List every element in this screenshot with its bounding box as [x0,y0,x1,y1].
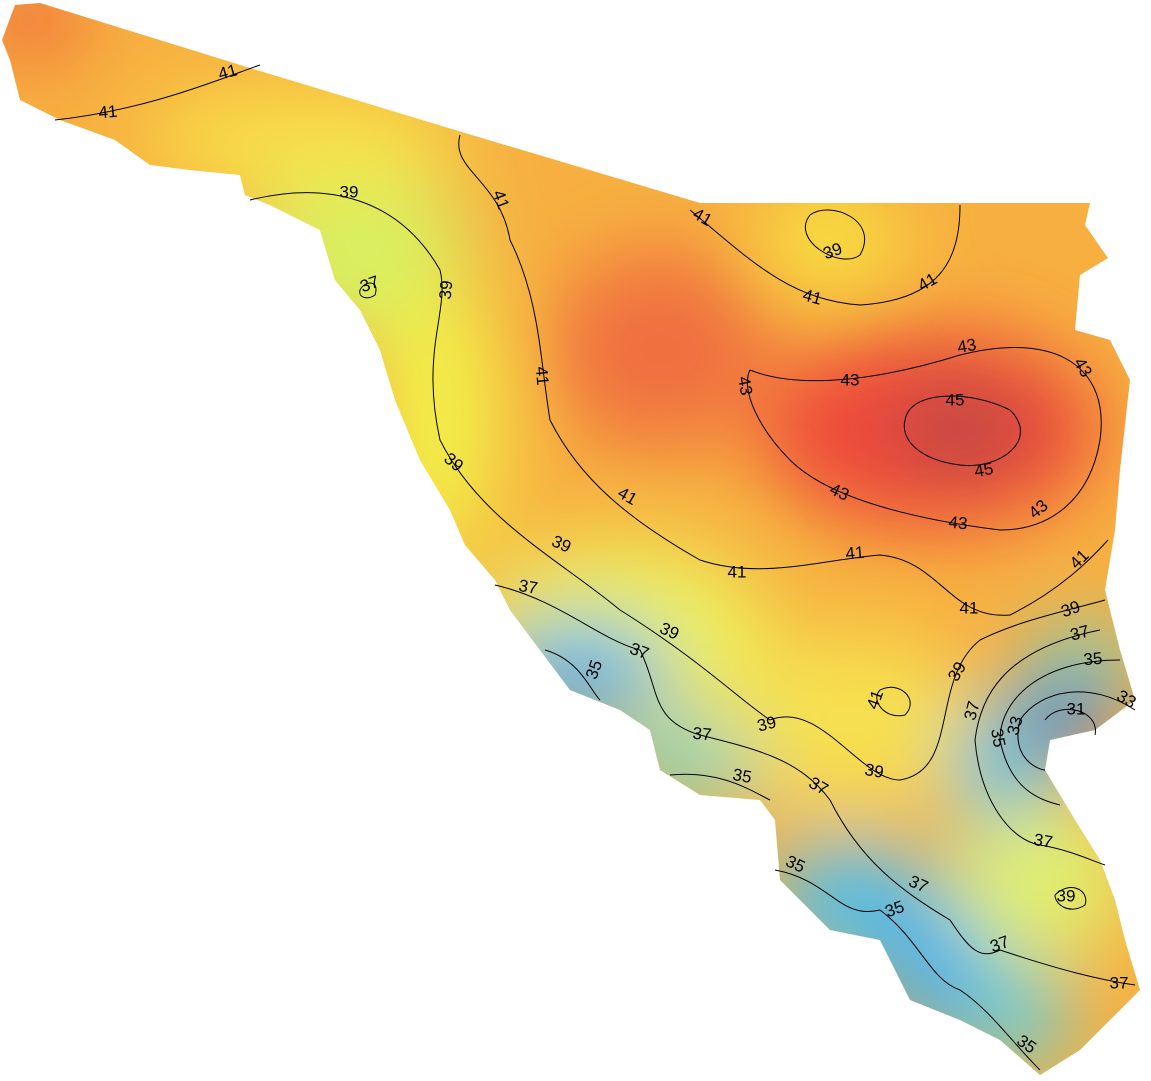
contour-label: 39 [863,760,885,782]
contour-label: 43 [841,370,860,389]
contour-label: 37 [517,576,539,598]
contour-label: 45 [946,390,965,409]
contour-label: 43 [956,335,978,357]
contour-label: 37 [1110,973,1129,992]
contour-label: 41 [728,562,747,581]
contour-lines [54,64,1136,1071]
contour-label: 37 [1068,621,1091,644]
contour-label: 41 [801,285,824,308]
contour-label: 43 [734,375,756,397]
contour-label: 37 [1032,830,1054,852]
contour-label: 43 [948,513,969,534]
contour-label: 35 [1083,649,1104,670]
contour-label: 41 [532,366,553,387]
contour-label: 31 [1067,699,1086,718]
contour-label: 41 [960,598,979,617]
contour-label: 41 [845,543,866,564]
contour-label: 41 [216,60,239,83]
contour-label: 39 [1057,886,1076,905]
contour-label: 45 [973,459,995,481]
contour-label: 39 [436,280,457,301]
contour-label: 39 [755,712,778,735]
contour-label: 37 [960,699,983,722]
contour-label: 33 [1003,714,1026,737]
contour-label: 37 [692,724,713,745]
contour-label: 35 [731,765,753,787]
contour-label: 35 [987,727,1009,749]
contour-label: 41 [98,102,119,123]
contour-label: 39 [340,182,359,201]
